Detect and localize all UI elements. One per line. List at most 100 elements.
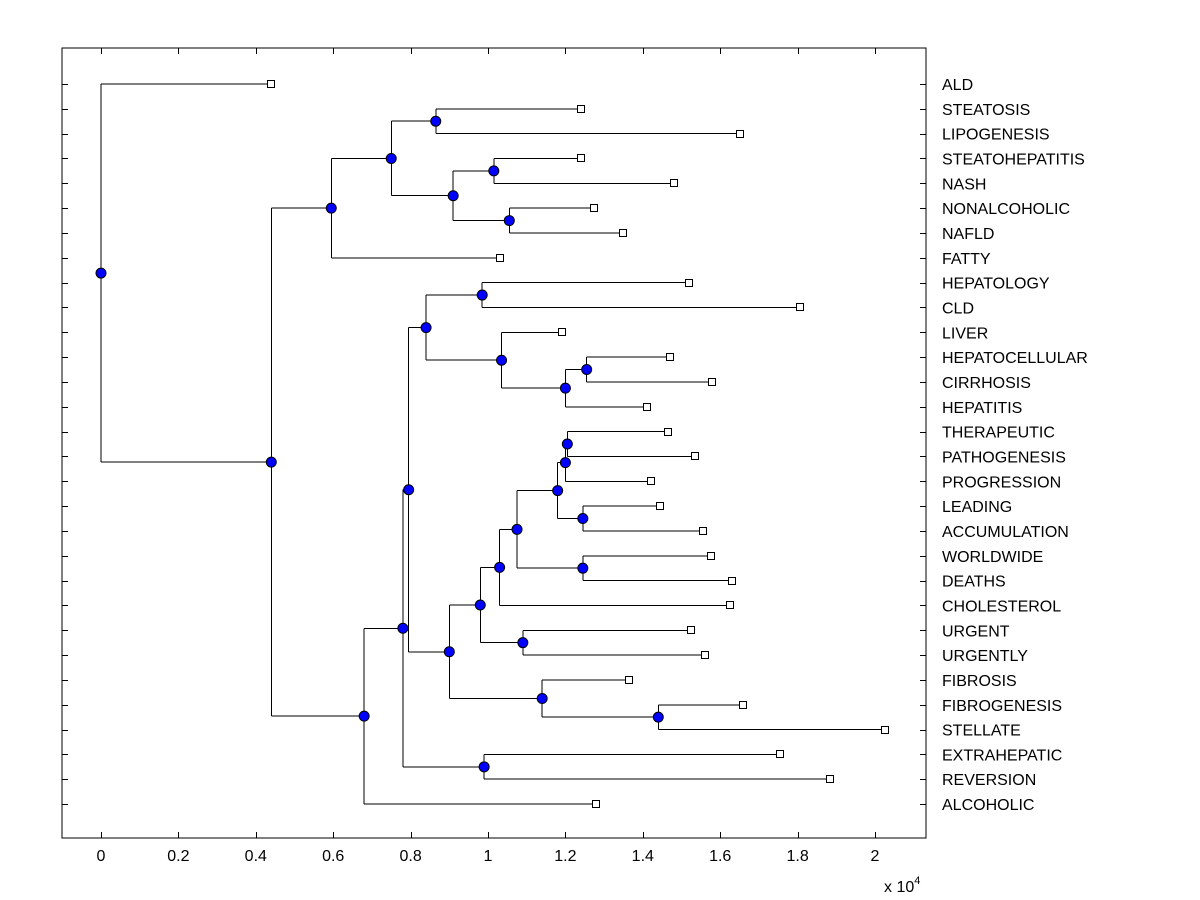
- leaf-marker: [496, 254, 504, 262]
- x-tick-label: 0: [97, 848, 106, 865]
- dendrogram-branches: [100, 83, 885, 805]
- merge-node: [494, 561, 506, 573]
- leaf-label: FATTY: [942, 251, 991, 268]
- leaf-marker: [590, 204, 598, 212]
- leaf-marker: [625, 676, 633, 684]
- leaf-label: HEPATOLOGY: [942, 276, 1050, 293]
- merge-node: [430, 115, 442, 127]
- merge-node: [447, 190, 459, 202]
- leaf-label: THERAPEUTIC: [942, 425, 1055, 442]
- leaf-label: CIRRHOSIS: [942, 375, 1031, 392]
- leaf-marker: [666, 353, 674, 361]
- x-tick-label: 0.2: [167, 848, 189, 865]
- leaf-marker: [726, 601, 734, 609]
- merge-node: [443, 646, 455, 658]
- x-tick-label: 1.2: [554, 848, 576, 865]
- leaf-marker: [670, 179, 678, 187]
- leaf-label: URGENT: [942, 623, 1010, 640]
- leaf-marker: [776, 750, 784, 758]
- leaf-label: ALD: [942, 77, 973, 94]
- merge-node: [488, 165, 500, 177]
- leaf-label: CHOLESTEROL: [942, 598, 1061, 615]
- merge-node: [581, 364, 593, 376]
- leaf-label: WORLDWIDE: [942, 549, 1043, 566]
- leaf-labels: ALD STEATOSIS LIPOGENESIS STEATOHEPATITIS NA…: [942, 77, 1088, 814]
- leaf-marker: [736, 130, 744, 138]
- leaf-label: LEADING: [942, 499, 1012, 516]
- leaf-markers: [267, 80, 889, 808]
- leaf-label: STEATOSIS: [942, 102, 1030, 119]
- leaf-marker: [796, 303, 804, 311]
- leaf-marker: [592, 800, 600, 808]
- x-scale-label: x 104: [884, 875, 920, 896]
- leaf-label: EXTRAHEPATIC: [942, 747, 1062, 764]
- leaf-marker: [826, 775, 834, 783]
- x-tick-label: 1.6: [709, 848, 731, 865]
- leaf-label: PATHOGENESIS: [942, 449, 1066, 466]
- leaf-marker: [656, 502, 664, 510]
- x-tick-label: 0.4: [245, 848, 267, 865]
- merge-node-markers: [95, 115, 664, 773]
- leaf-marker: [881, 726, 889, 734]
- x-tick-label: 1: [484, 848, 493, 865]
- merge-node: [496, 354, 508, 366]
- merge-node: [420, 322, 432, 334]
- leaf-marker: [267, 80, 275, 88]
- merge-node: [652, 711, 664, 723]
- merge-node: [511, 523, 523, 535]
- leaf-label: CLD: [942, 300, 974, 317]
- merge-node: [559, 382, 571, 394]
- x-tick-label: 1.4: [632, 848, 654, 865]
- leaf-marker: [707, 552, 715, 560]
- merge-node: [559, 457, 571, 469]
- leaf-marker: [708, 378, 716, 386]
- merge-node: [385, 152, 397, 164]
- merge-node: [95, 267, 107, 279]
- leaf-label: HEPATOCELLULAR: [942, 350, 1088, 367]
- leaf-label: PROGRESSION: [942, 474, 1061, 491]
- leaf-marker: [728, 577, 736, 585]
- leaf-label: URGENTLY: [942, 648, 1028, 665]
- leaf-marker: [643, 403, 651, 411]
- leaf-marker: [664, 428, 672, 436]
- leaf-label: NASH: [942, 176, 986, 193]
- leaf-label: ACCUMULATION: [942, 524, 1069, 541]
- leaf-label: STELLATE: [942, 723, 1021, 740]
- x-scale-exponent: 4: [914, 875, 920, 887]
- leaf-marker: [577, 154, 585, 162]
- y-axis-ticks: [62, 84, 926, 805]
- merge-node: [503, 215, 515, 227]
- x-tick-label: 1.8: [786, 848, 808, 865]
- merge-node: [265, 456, 277, 468]
- leaf-label: STEATOHEPATITIS: [942, 151, 1085, 168]
- merge-node: [358, 710, 370, 722]
- leaf-label: HEPATITIS: [942, 400, 1022, 417]
- leaf-marker: [699, 527, 707, 535]
- leaf-marker: [691, 452, 699, 460]
- leaf-marker: [577, 105, 585, 113]
- leaf-label: FIBROGENESIS: [942, 698, 1062, 715]
- merge-node: [536, 693, 548, 705]
- leaf-marker: [558, 328, 566, 336]
- merge-node: [397, 622, 409, 634]
- plot-frame: [61, 47, 927, 839]
- x-tick-label: 0.6: [322, 848, 344, 865]
- merge-node: [577, 562, 589, 574]
- merge-node: [403, 484, 415, 496]
- leaf-label: ALCOHOLIC: [942, 797, 1034, 814]
- leaf-marker: [647, 477, 655, 485]
- leaf-marker: [685, 279, 693, 287]
- leaf-marker: [619, 229, 627, 237]
- merge-node: [577, 513, 589, 525]
- leaf-label: LIVER: [942, 325, 988, 342]
- leaf-label: REVERSION: [942, 772, 1036, 789]
- merge-node: [478, 761, 490, 773]
- leaf-label: NAFLD: [942, 226, 994, 243]
- merge-node: [476, 289, 488, 301]
- x-tick-label: 0.8: [399, 848, 421, 865]
- leaf-label: DEATHS: [942, 574, 1006, 591]
- leaf-label: NONALCOHOLIC: [942, 201, 1070, 218]
- merge-node: [552, 485, 564, 497]
- merge-node: [561, 438, 573, 450]
